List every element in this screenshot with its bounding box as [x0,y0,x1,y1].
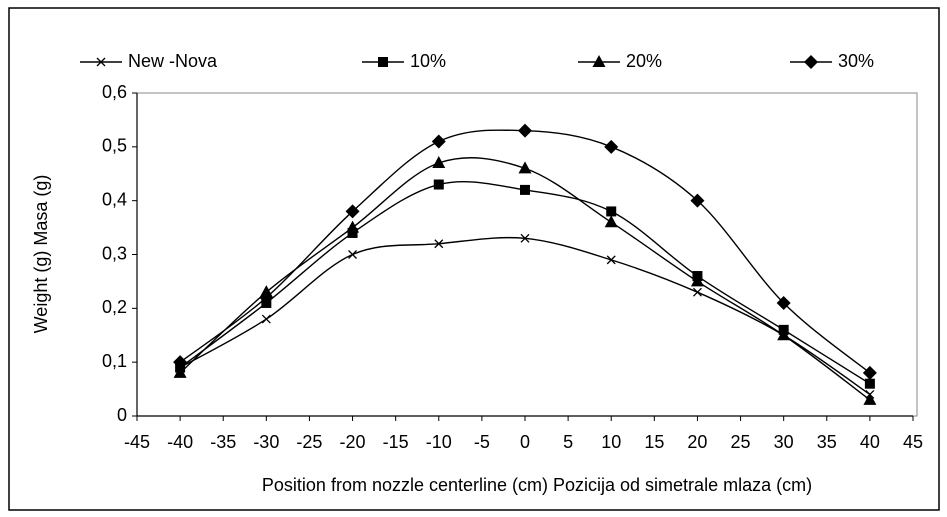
marker-triangle [173,365,187,378]
marker-diamond [259,290,274,305]
marker-diamond [690,193,705,208]
plot-frame [136,92,918,417]
y-axis-label: Weight (g) Masa (g) [31,175,51,334]
marker-diamond [776,295,791,310]
marker-stroke [434,239,444,249]
x-tick-label: 30 [774,432,794,452]
legend-label: 20% [626,51,662,71]
marker-diamond [173,355,188,370]
marker-x [96,57,106,67]
x-tick-label: 45 [903,432,923,452]
x-tick-label: 10 [601,432,621,452]
marker-stroke [520,233,530,243]
y-tick-label: 0,1 [102,351,127,371]
marker-x [348,250,358,259]
marker-square [378,57,388,67]
x-tick-label: 40 [860,432,880,452]
x-tick-label: -45 [124,432,150,452]
x-tick-label: 20 [687,432,707,452]
x-tick-label: -15 [383,432,409,452]
marker-stroke [692,287,702,297]
marker-diamond [431,134,446,149]
marker-square [347,227,358,238]
marker-stroke [606,255,616,265]
y-tick-label: 0,5 [102,136,127,156]
legend-label: New -Nova [128,51,218,71]
x-tick-label: -20 [340,432,366,452]
marker-stroke [96,57,106,67]
x-tick-label: 35 [817,432,837,452]
marker-x [606,255,616,265]
marker-triangle [592,55,606,67]
x-tick-label: 25 [731,432,751,452]
y-tick-label: 0 [117,405,127,425]
series-line [179,236,871,396]
marker-triangle [690,274,704,287]
x-tick-label: -35 [210,432,236,452]
marker-triangle [518,161,532,174]
marker-triangle [863,392,877,405]
marker-x [520,233,530,243]
x-tick-label: -5 [474,432,490,452]
marker-triangle [346,220,360,233]
marker-square [520,184,530,195]
marker-triangle [777,328,791,341]
marker-square [864,378,875,389]
legend-label: 30% [838,51,874,71]
marker-square [433,179,444,190]
x-tick-label: 15 [644,432,664,452]
x-tick-label: -40 [167,432,193,452]
marker-diamond [862,365,877,380]
marker-x [261,314,271,324]
marker-square [606,206,617,217]
y-tick-label: 0,6 [102,82,127,102]
x-tick-label: -30 [253,432,279,452]
y-tick-label: 0,3 [102,243,127,263]
marker-diamond [518,123,532,138]
y-tick-label: 0,4 [102,189,127,209]
y-tick-label: 0,2 [102,297,127,317]
x-axis-label: Position from nozzle centerline (cm) Poz… [262,475,812,495]
marker-diamond [345,204,360,219]
marker-x [692,287,702,297]
chart-frame [8,7,940,511]
x-tick-label: 5 [563,432,573,452]
x-tick-label: -25 [296,432,322,452]
marker-stroke [348,250,358,259]
x-tick-label: 0 [520,432,530,452]
x-tick-label: -10 [426,432,452,452]
marker-stroke [261,314,271,324]
marker-diamond [804,55,818,69]
marker-x [434,239,444,249]
marker-triangle [604,215,618,228]
marker-diamond [604,139,619,154]
marker-triangle [432,155,446,168]
legend-label: 10% [410,51,446,71]
